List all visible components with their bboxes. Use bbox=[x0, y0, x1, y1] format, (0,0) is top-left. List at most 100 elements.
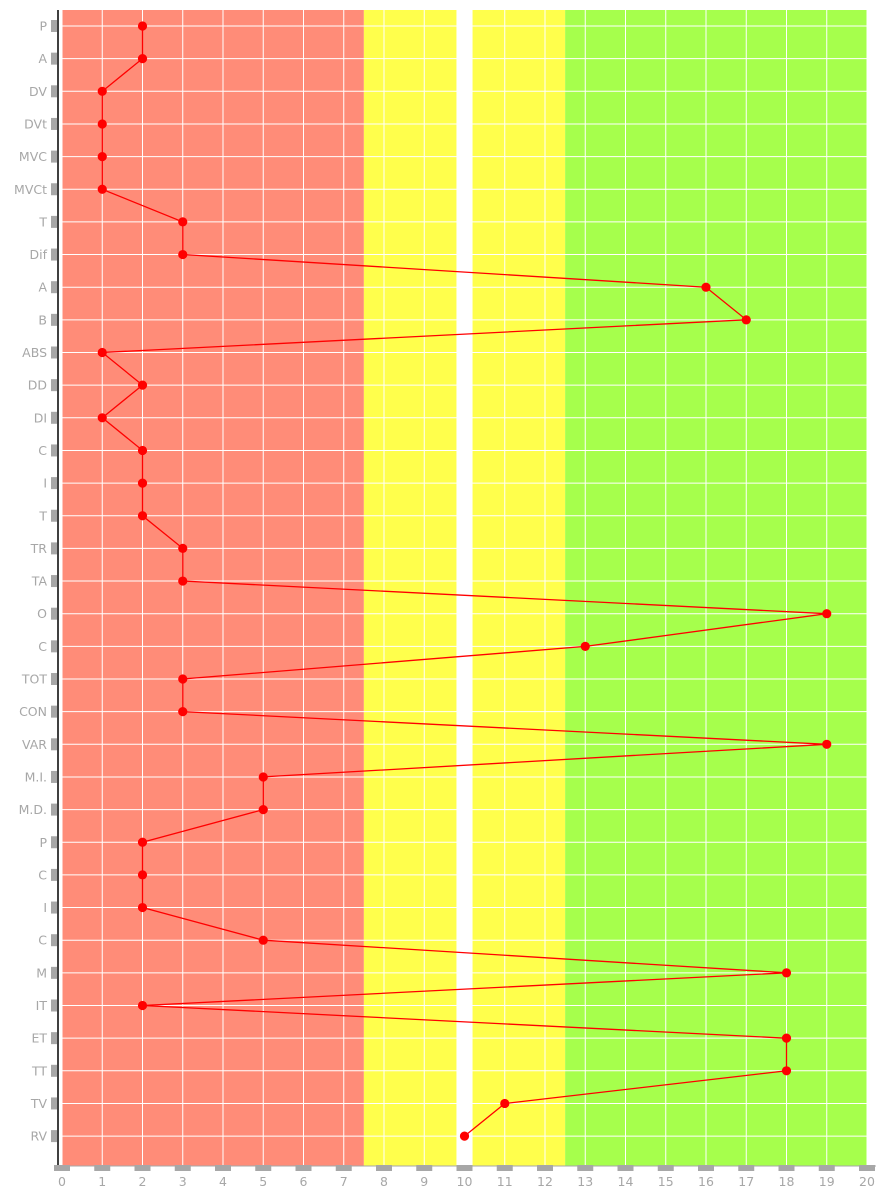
data-point bbox=[741, 315, 751, 325]
data-point bbox=[137, 478, 148, 488]
x-tick-mark bbox=[255, 1165, 272, 1171]
y-tick-label: B bbox=[38, 312, 47, 327]
y-tick-mark bbox=[51, 542, 57, 555]
x-tick-mark bbox=[738, 1165, 755, 1171]
x-tick-label: 7 bbox=[340, 1174, 348, 1189]
y-tick-label: T bbox=[38, 508, 47, 523]
y-tick-mark bbox=[51, 705, 57, 718]
y-tick-mark bbox=[51, 607, 57, 620]
x-tick-mark bbox=[335, 1165, 352, 1171]
y-tick-mark bbox=[51, 673, 57, 685]
x-tick-label: 3 bbox=[179, 1174, 187, 1189]
y-tick-mark bbox=[51, 1130, 57, 1143]
data-point bbox=[178, 249, 188, 260]
data-point bbox=[258, 935, 268, 945]
y-tick-mark bbox=[51, 738, 57, 751]
x-tick-label: 12 bbox=[537, 1174, 553, 1189]
y-tick-mark bbox=[51, 85, 57, 98]
x-tick-label: 14 bbox=[618, 1174, 634, 1189]
y-tick-mark bbox=[51, 52, 57, 65]
data-point bbox=[97, 119, 107, 129]
x-tick-label: 15 bbox=[658, 1174, 674, 1189]
x-axis-ticks: 0 1 2 3 4 5 6 7 8 9 10 11 12 13 14 15 16 17 18 19 20 bbox=[54, 1165, 875, 1189]
y-tick-label: IT bbox=[36, 998, 48, 1013]
y-tick-label: VAR bbox=[22, 737, 47, 752]
x-tick-mark bbox=[818, 1165, 835, 1171]
y-tick-mark bbox=[51, 346, 57, 359]
x-tick-label: 1 bbox=[98, 1174, 106, 1189]
data-point bbox=[137, 1000, 148, 1011]
x-tick-mark bbox=[134, 1165, 151, 1171]
band-2 bbox=[472, 10, 566, 1166]
y-tick-mark bbox=[51, 477, 57, 490]
y-tick-mark bbox=[51, 868, 57, 881]
y-tick-mark bbox=[51, 934, 57, 947]
data-point bbox=[178, 217, 188, 227]
x-tick-mark bbox=[778, 1165, 795, 1171]
y-tick-label: ABS bbox=[22, 345, 47, 360]
data-point bbox=[781, 1033, 792, 1043]
y-tick-label: O bbox=[37, 606, 47, 621]
y-tick-label: TA bbox=[31, 574, 48, 589]
data-point bbox=[137, 837, 148, 847]
x-tick-mark bbox=[54, 1165, 70, 1171]
y-tick-mark bbox=[51, 183, 57, 196]
grid bbox=[61, 10, 868, 1166]
data-point bbox=[178, 674, 188, 684]
y-tick-label: DV bbox=[29, 84, 47, 99]
x-tick-mark bbox=[617, 1165, 634, 1171]
y-tick-mark bbox=[51, 509, 57, 522]
y-tick-label: DVt bbox=[24, 116, 47, 131]
data-point bbox=[459, 1131, 470, 1141]
y-tick-label: M bbox=[36, 965, 47, 980]
y-tick-label: CON bbox=[19, 704, 47, 719]
y-tick-label: RV bbox=[30, 1129, 47, 1144]
y-tick-mark bbox=[51, 20, 57, 32]
y-tick-mark bbox=[51, 901, 57, 914]
data-point bbox=[178, 707, 188, 717]
y-tick-mark bbox=[51, 999, 57, 1012]
y-tick-label: T bbox=[38, 214, 47, 229]
data-point bbox=[822, 609, 832, 619]
data-point bbox=[781, 968, 792, 978]
y-tick-label: M.D. bbox=[19, 802, 47, 817]
data-point bbox=[258, 772, 268, 782]
y-tick-mark bbox=[51, 117, 57, 130]
data-point bbox=[822, 739, 832, 749]
x-tick-mark bbox=[456, 1165, 473, 1171]
y-tick-label: C bbox=[38, 443, 47, 458]
x-tick-mark bbox=[698, 1165, 714, 1171]
x-tick-label: 9 bbox=[420, 1174, 428, 1189]
y-tick-label: I bbox=[43, 900, 47, 915]
data-point bbox=[137, 870, 148, 880]
data-point bbox=[580, 641, 590, 651]
y-tick-mark bbox=[51, 1032, 57, 1045]
y-tick-mark bbox=[51, 313, 57, 326]
data-point bbox=[781, 1066, 792, 1076]
y-tick-mark bbox=[51, 803, 57, 816]
y-tick-mark bbox=[51, 411, 57, 424]
x-tick-mark bbox=[94, 1165, 111, 1171]
y-tick-mark bbox=[51, 770, 57, 783]
data-point bbox=[97, 347, 107, 358]
y-tick-label: ET bbox=[31, 1031, 47, 1046]
y-tick-label: DD bbox=[28, 378, 47, 393]
data-point bbox=[178, 543, 188, 554]
y-tick-mark bbox=[51, 281, 57, 294]
data-point bbox=[97, 86, 107, 96]
data-point bbox=[137, 445, 148, 456]
y-tick-mark bbox=[51, 1064, 57, 1077]
y-tick-label: MVC bbox=[19, 149, 47, 164]
series-line bbox=[97, 21, 832, 1141]
x-tick-mark bbox=[537, 1165, 553, 1171]
data-point bbox=[97, 184, 107, 194]
y-tick-label: Dif bbox=[30, 247, 48, 262]
x-tick-mark bbox=[657, 1165, 674, 1171]
y-tick-mark bbox=[51, 836, 57, 849]
data-point bbox=[137, 54, 148, 64]
x-tick-label: 2 bbox=[139, 1174, 147, 1189]
data-point bbox=[137, 902, 148, 913]
y-tick-label: TT bbox=[31, 1063, 47, 1078]
y-tick-mark bbox=[51, 575, 57, 588]
y-tick-mark bbox=[51, 215, 57, 228]
